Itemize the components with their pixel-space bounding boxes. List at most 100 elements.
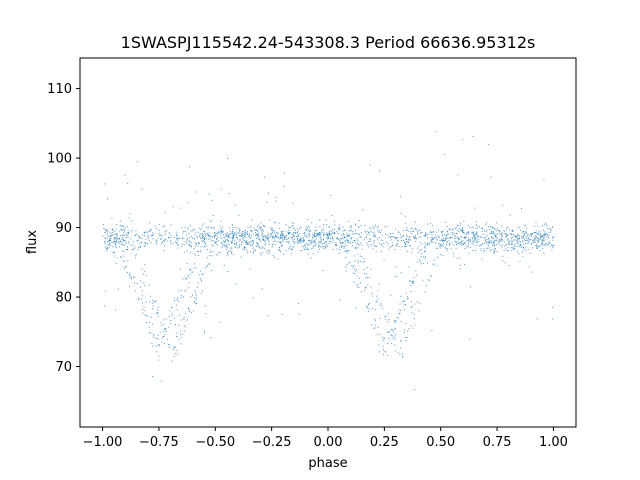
data-point [202,223,204,225]
data-point [180,268,182,270]
data-point [280,251,281,253]
data-point [271,246,273,248]
data-point [391,235,393,237]
data-point [457,174,459,176]
data-point [112,232,114,234]
data-point [346,249,348,251]
data-point [300,240,302,242]
data-point [507,249,509,251]
data-point [257,243,258,244]
data-point [523,248,525,250]
data-point [231,242,233,243]
data-point [308,234,310,236]
data-point [198,231,200,233]
data-point [456,224,458,226]
data-point [465,246,467,248]
data-point [304,243,306,245]
data-point [448,228,450,230]
data-point [505,233,506,234]
data-point [176,336,178,337]
data-point [391,334,393,336]
data-point [248,235,250,237]
data-point [496,251,498,252]
data-point [109,244,111,246]
data-point [189,274,191,275]
data-point [408,241,409,243]
data-point [390,294,392,296]
data-point [360,225,362,226]
data-point [423,257,425,259]
data-point [177,298,179,300]
data-point [239,235,241,237]
data-point [176,235,178,237]
data-point [149,301,151,303]
data-point [296,239,298,240]
data-point [376,246,378,247]
data-point [191,271,193,273]
data-point [170,307,172,309]
data-point [202,273,204,275]
data-point [221,247,223,249]
data-point [180,295,182,297]
data-point [298,313,300,315]
data-point [177,353,179,355]
data-point [299,240,301,242]
data-point [257,245,259,247]
data-point [286,235,288,237]
data-point [249,243,251,245]
data-point [162,336,164,337]
data-point [541,242,542,244]
data-point [460,240,462,242]
data-point [370,286,372,288]
data-point [381,229,382,231]
data-point [318,241,320,242]
data-point [150,235,152,237]
data-point [296,236,298,238]
data-point [115,245,116,247]
data-point [369,240,371,242]
data-point [462,240,464,242]
data-point [123,229,125,231]
data-point [497,241,499,243]
data-point [204,245,206,247]
data-point [111,246,113,248]
data-point [208,193,210,195]
data-point [492,242,494,244]
data-point [266,201,268,203]
data-point [345,266,347,268]
data-point [339,237,341,239]
data-point [269,219,271,221]
data-point [499,240,500,242]
data-point [134,247,136,249]
data-point [246,240,247,242]
data-point [150,332,152,334]
data-point [141,290,143,292]
data-point [520,245,522,247]
data-point [410,301,412,303]
data-point [219,225,221,227]
data-point [314,241,316,243]
data-point [190,235,192,237]
data-point [508,240,510,242]
data-point [233,236,235,238]
data-point [552,245,554,247]
data-point [122,238,124,240]
data-point [518,253,520,255]
data-point [124,266,126,268]
data-point [287,237,289,239]
data-point [442,239,444,241]
data-point [216,238,218,239]
data-point [388,319,390,320]
data-point [325,241,327,243]
data-point [210,221,212,223]
data-point [157,309,159,311]
data-point [119,220,121,222]
data-point [170,241,172,243]
data-point [486,229,488,231]
data-point [299,233,301,235]
data-point [459,238,461,240]
data-point [487,247,489,249]
data-point [148,237,150,239]
data-point [347,250,349,252]
data-point [352,231,354,233]
